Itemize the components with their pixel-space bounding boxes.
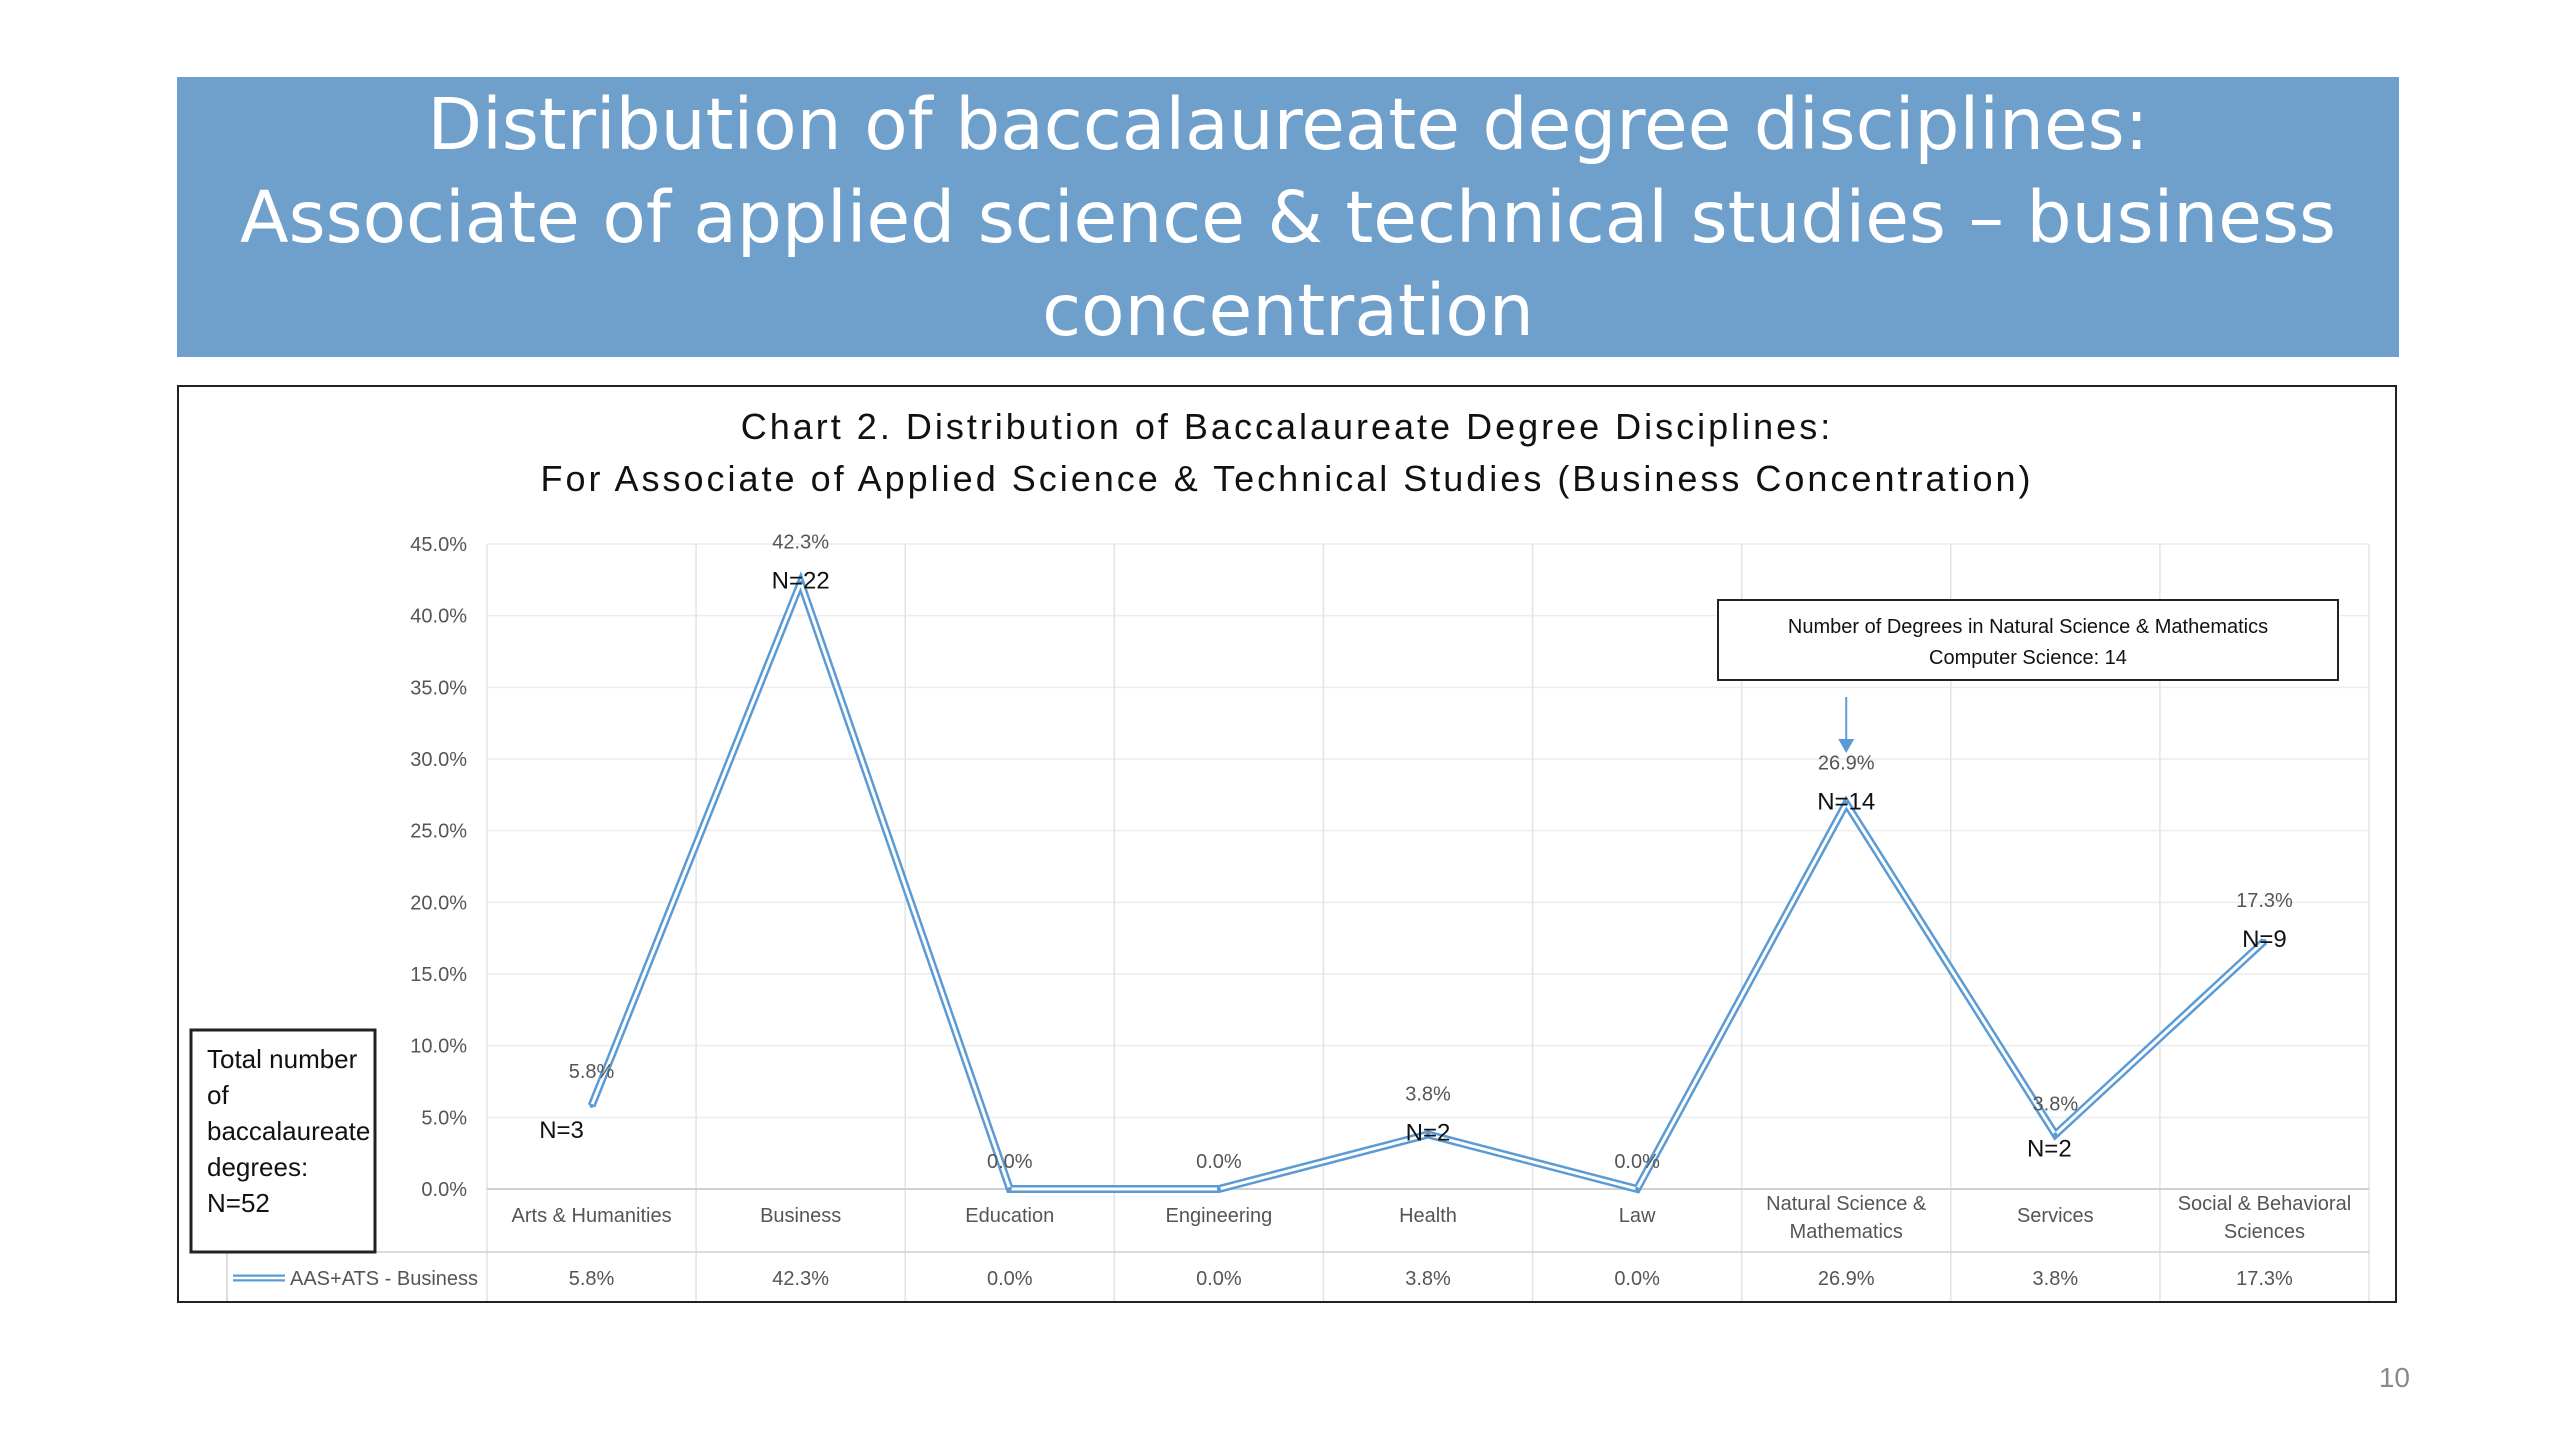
callout-line-1: Number of Degrees in Natural Science & M… (1788, 616, 2268, 638)
data-count-label: N=2 (2027, 1136, 2072, 1163)
data-point (1635, 1187, 1640, 1191)
y-tick-label: 20.0% (410, 892, 467, 914)
category-label: Services (2017, 1205, 2094, 1227)
total-box-line: baccalaureate (207, 1116, 370, 1146)
data-value-label: 42.3% (772, 532, 829, 554)
data-count-label: N=3 (539, 1117, 584, 1144)
category-label: Social & Behavioral (2178, 1193, 2351, 1215)
chart-title-line-1: Chart 2. Distribution of Baccalaureate D… (741, 406, 1833, 447)
data-point (2262, 939, 2267, 944)
data-value-label: 3.8% (2033, 1094, 2079, 1116)
data-value-label: 0.0% (987, 1151, 1033, 1173)
callout-arrow (1838, 697, 1855, 753)
data-value-label: 3.8% (1405, 1084, 1451, 1106)
data-value-label: 0.0% (1614, 1151, 1660, 1173)
chart-frame: Chart 2. Distribution of Baccalaureate D… (177, 385, 2397, 1312)
table-value: 0.0% (1196, 1268, 1242, 1290)
data-point (1216, 1187, 1221, 1191)
y-tick-label: 0.0% (421, 1179, 467, 1201)
line-chart: Chart 2. Distribution of Baccalaureate D… (189, 406, 2370, 1312)
y-tick-label: 15.0% (410, 964, 467, 986)
total-box-line: N=52 (207, 1188, 270, 1218)
slide-title-line-2: Associate of applied science & technical… (240, 175, 2336, 259)
data-point (1007, 1187, 1012, 1191)
callout-box (1717, 599, 2339, 681)
slide-title-line-1: Distribution of baccalaureate degree dis… (427, 82, 2149, 166)
slide-title-banner: Distribution of baccalaureate degree dis… (177, 77, 2399, 357)
data-point (798, 580, 803, 585)
category-label: Engineering (1166, 1205, 1273, 1227)
chart-title-line-2: For Associate of Applied Science & Techn… (540, 458, 2033, 499)
data-value-label: 5.8% (569, 1061, 615, 1083)
data-value-label: 17.3% (2236, 890, 2293, 912)
data-value-label: 0.0% (1196, 1151, 1242, 1173)
category-label: Sciences (2224, 1221, 2305, 1243)
category-label: Arts & Humanities (512, 1205, 672, 1227)
data-point (1426, 1132, 1430, 1137)
table-value: 3.8% (2033, 1268, 2079, 1290)
data-count-label: N=9 (2242, 926, 2287, 953)
y-tick-label: 40.0% (410, 606, 467, 628)
total-box-line: Total number (207, 1044, 358, 1074)
category-label: Health (1399, 1205, 1457, 1227)
y-tick-label: 45.0% (410, 534, 467, 556)
y-tick-label: 30.0% (410, 749, 467, 771)
data-point (2053, 1132, 2058, 1137)
category-label: Mathematics (1790, 1221, 1903, 1243)
y-tick-label: 5.0% (421, 1107, 467, 1129)
legend-label: AAS+ATS - Business (290, 1268, 478, 1290)
table-value: 17.3% (2236, 1268, 2293, 1290)
data-point (1844, 801, 1849, 806)
data-count-label: N=2 (1406, 1120, 1451, 1147)
data-point (589, 1103, 594, 1108)
category-label: Business (760, 1205, 841, 1227)
table-value: 3.8% (1405, 1268, 1451, 1290)
data-count-label: N=22 (772, 568, 830, 595)
category-label: Education (965, 1205, 1054, 1227)
table-value: 0.0% (1614, 1268, 1660, 1290)
total-degrees-text: Total number of baccalaureate degrees: N=52 (207, 1044, 370, 1218)
data-value-label: 26.9% (1818, 752, 1875, 774)
y-tick-label: 35.0% (410, 677, 467, 699)
table-value: 0.0% (987, 1268, 1033, 1290)
table-value: 5.8% (569, 1268, 615, 1290)
slide-title-line-3: concentration (1042, 268, 1534, 352)
category-label: Natural Science & (1766, 1193, 1927, 1215)
callout-line-2: Computer Science: 14 (1929, 647, 2127, 669)
total-box-line: degrees: (207, 1152, 308, 1182)
data-count-label: N=14 (1817, 788, 1875, 815)
total-degrees-box (189, 1028, 377, 1254)
category-label: Law (1619, 1205, 1656, 1227)
total-box-line: of (207, 1080, 229, 1110)
page-number: 10 (2378, 1362, 2410, 1393)
table-value: 42.3% (772, 1268, 829, 1290)
table-value: 26.9% (1818, 1268, 1875, 1290)
y-tick-label: 25.0% (410, 821, 467, 843)
y-tick-label: 10.0% (410, 1036, 467, 1058)
